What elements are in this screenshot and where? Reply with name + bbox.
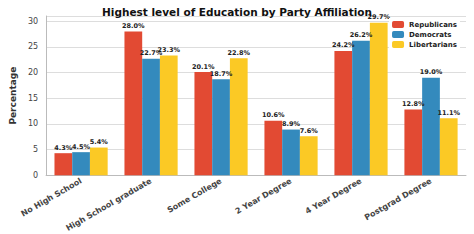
svg-text:20: 20 [28, 68, 38, 77]
svg-text:24.2%: 24.2% [332, 41, 355, 49]
svg-text:26.2%: 26.2% [350, 31, 373, 39]
svg-text:12.8%: 12.8% [402, 100, 425, 108]
svg-text:8.9%: 8.9% [282, 120, 301, 128]
svg-text:4.5%: 4.5% [72, 143, 91, 151]
svg-text:5: 5 [33, 145, 38, 154]
svg-text:Republicans: Republicans [409, 21, 457, 29]
svg-text:20.1%: 20.1% [192, 62, 215, 71]
svg-text:11.1%: 11.1% [437, 109, 460, 117]
svg-text:4.3%: 4.3% [54, 144, 73, 152]
svg-text:23.3%: 23.3% [158, 46, 181, 54]
svg-text:15: 15 [28, 94, 38, 103]
svg-text:22.8%: 22.8% [227, 49, 250, 57]
svg-text:No High School: No High School [20, 176, 84, 218]
svg-text:Some College: Some College [166, 176, 224, 215]
svg-text:High School graduate: High School graduate [65, 176, 154, 233]
svg-text:28.0%: 28.0% [122, 22, 145, 30]
svg-text:29.7%: 29.7% [367, 13, 390, 22]
svg-text:2 Year Degree: 2 Year Degree [234, 176, 294, 216]
svg-text:19.0%: 19.0% [420, 68, 443, 76]
svg-text:Percentage: Percentage [8, 67, 18, 125]
svg-text:Libertarians: Libertarians [409, 41, 457, 49]
svg-text:7.6%: 7.6% [300, 127, 319, 135]
svg-text:4 Year Degree: 4 Year Degree [304, 176, 364, 216]
svg-text:10: 10 [28, 119, 38, 128]
svg-text:Democrats: Democrats [409, 31, 452, 39]
svg-text:Highest level of Education by: Highest level of Education by Party Affi… [102, 6, 372, 18]
svg-text:18.7%: 18.7% [210, 70, 233, 78]
svg-text:10.6%: 10.6% [262, 111, 285, 119]
svg-text:Postgrad Degree: Postgrad Degree [363, 176, 434, 222]
svg-text:0: 0 [33, 171, 38, 180]
svg-text:5.4%: 5.4% [90, 138, 109, 146]
svg-text:25: 25 [28, 42, 38, 51]
svg-text:22.7%: 22.7% [139, 49, 163, 58]
svg-text:30: 30 [28, 17, 38, 26]
